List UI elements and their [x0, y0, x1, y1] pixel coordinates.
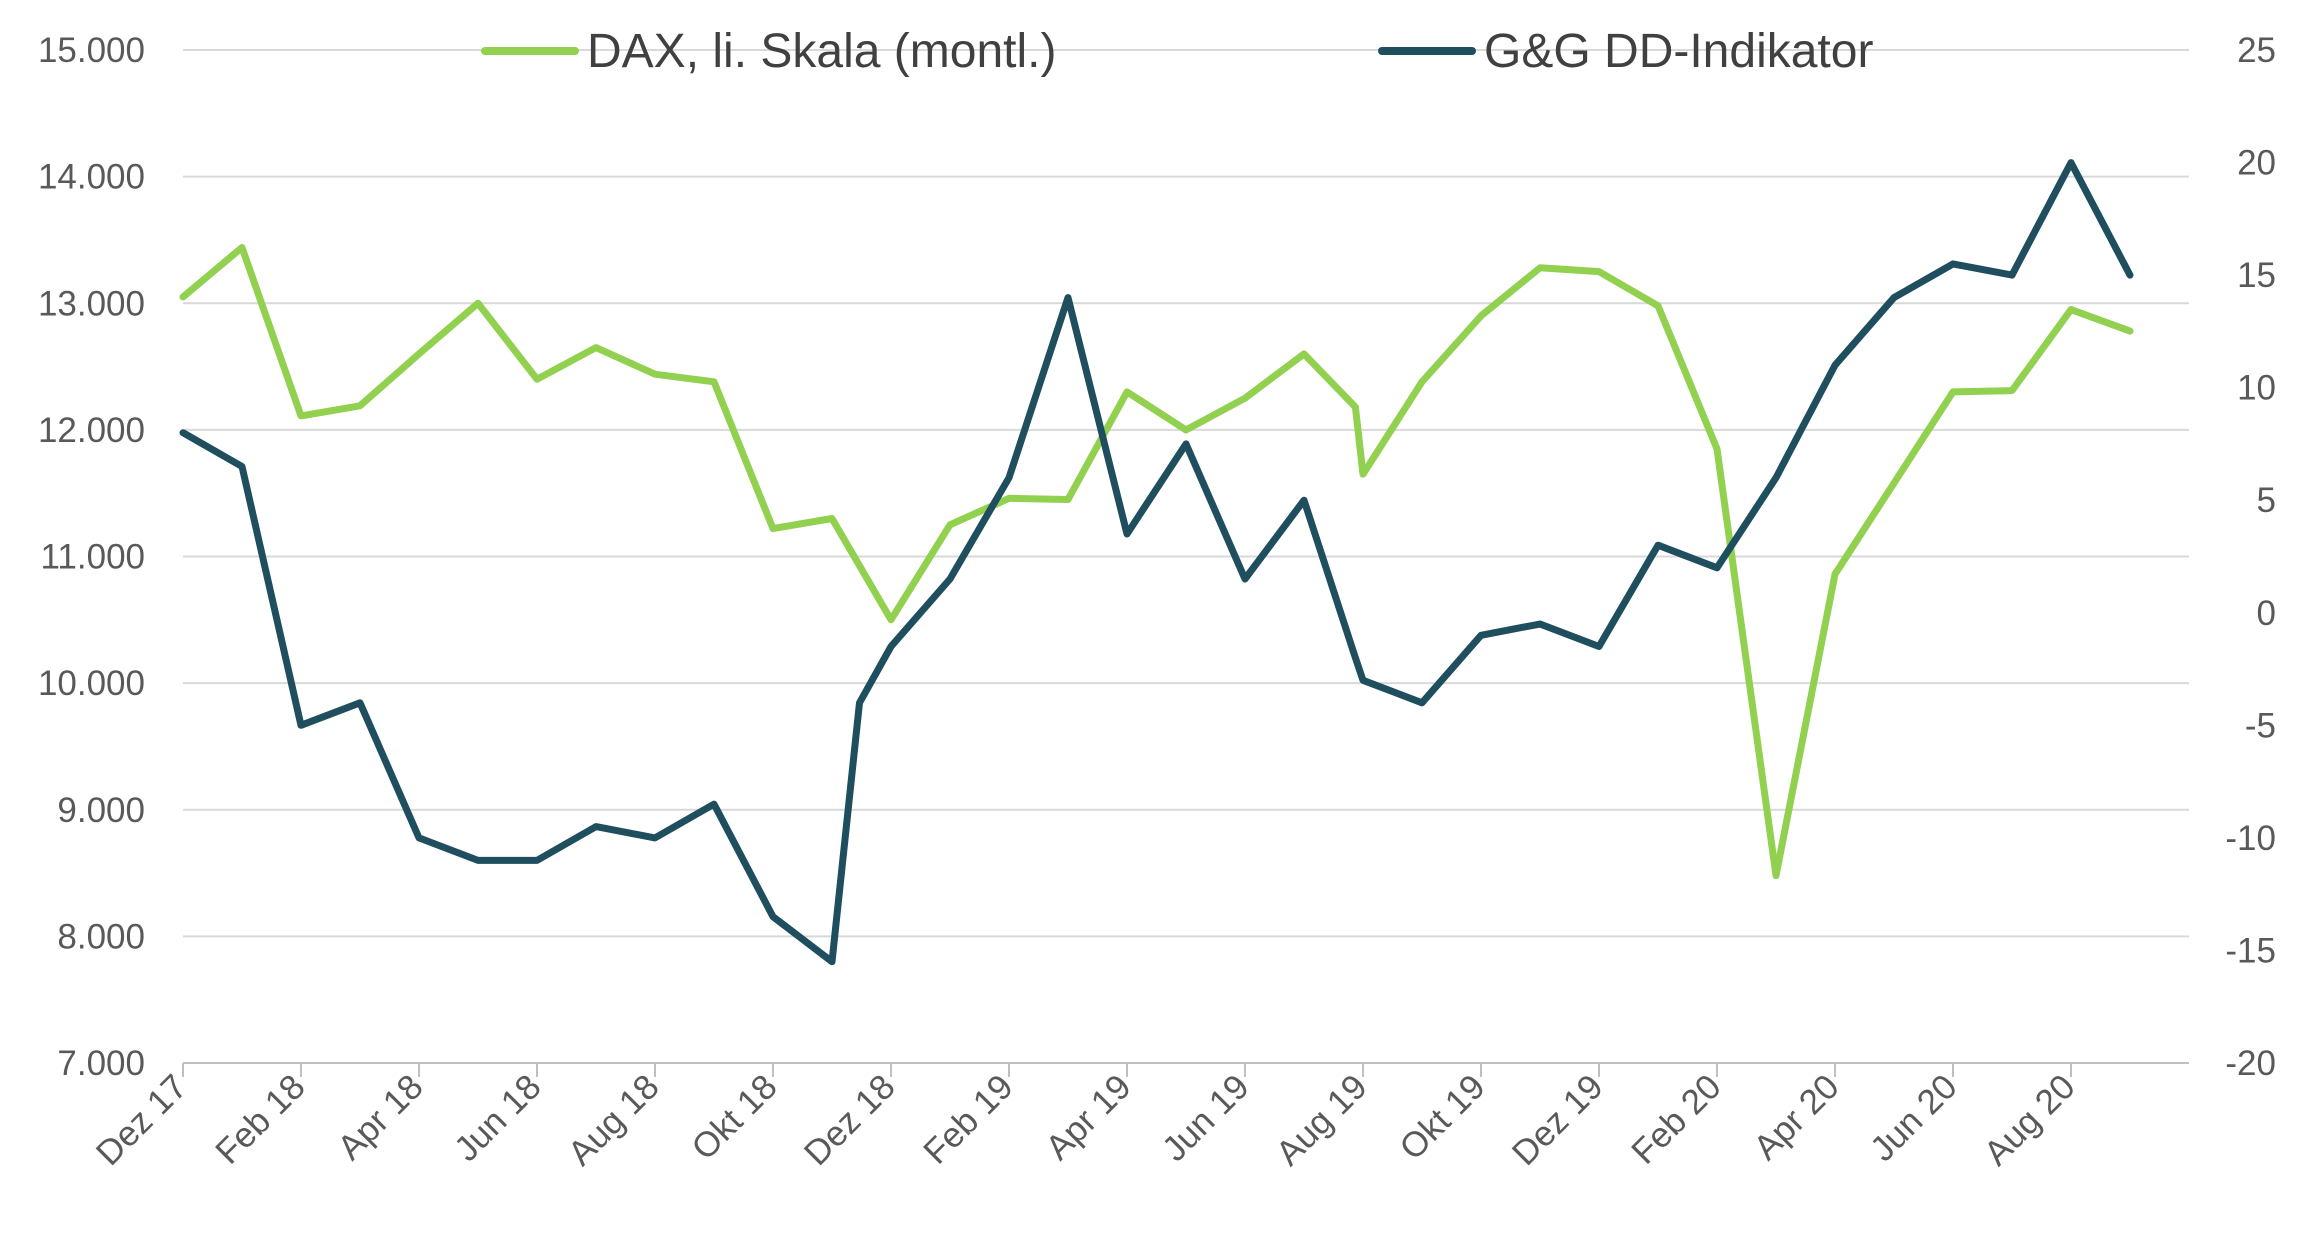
x-tick-label: Aug 19 — [1269, 1067, 1375, 1173]
x-tick-label: Jun 18 — [447, 1067, 549, 1169]
x-tick-label: Jun 19 — [1155, 1067, 1257, 1169]
right-tick-label: 0 — [2257, 594, 2276, 633]
left-tick-label: 7.000 — [57, 1044, 145, 1083]
left-tick-label: 12.000 — [38, 411, 145, 450]
x-tick-label: Feb 20 — [1624, 1067, 1729, 1172]
x-tick-label: Feb 18 — [208, 1067, 313, 1172]
legend-label: G&G DD-Indikator — [1484, 25, 1873, 78]
left-tick-label: 14.000 — [38, 158, 145, 197]
x-tick-label: Aug 20 — [1977, 1067, 2083, 1173]
x-axis: Dez 17 Feb 18 Apr 18 Jun 18 Aug 18 Okt 18 Dez … — [89, 1062, 2189, 1173]
series-lines — [179, 159, 2134, 966]
left-axis-ticks: 7.000 8.000 9.000 10.000 11.000 12.000 13.000 1… — [38, 31, 145, 1083]
x-tick-label: Apr 20 — [1746, 1067, 1846, 1167]
x-tick-label: Apr 19 — [1038, 1067, 1138, 1167]
right-tick-label: 25 — [2237, 31, 2276, 70]
dd-indicator-series-line — [179, 159, 2134, 966]
left-tick-label: 8.000 — [57, 917, 145, 956]
x-tick-label: Feb 19 — [916, 1067, 1021, 1172]
left-tick-label: 15.000 — [38, 31, 145, 70]
legend: DAX, li. Skala (montl.) G&G DD-Indikator — [481, 25, 1873, 78]
left-tick-label: 9.000 — [57, 791, 145, 830]
right-tick-label: 5 — [2257, 481, 2276, 520]
dax-series-line — [179, 244, 2134, 880]
right-tick-label: 20 — [2237, 144, 2276, 183]
left-tick-label: 13.000 — [38, 284, 145, 323]
right-tick-label: -15 — [2225, 931, 2276, 970]
x-tick-label: Dez 18 — [797, 1067, 903, 1173]
legend-label: DAX, li. Skala (montl.) — [587, 25, 1056, 78]
right-tick-label: -20 — [2225, 1044, 2276, 1083]
x-tick-label: Jun 20 — [1863, 1067, 1965, 1169]
right-tick-label: 15 — [2237, 256, 2276, 295]
x-tick-label: Dez 19 — [1505, 1067, 1611, 1173]
x-tick-label: Okt 19 — [1392, 1067, 1492, 1167]
x-tick-label: Apr 18 — [330, 1067, 430, 1167]
x-tick-label: Okt 18 — [684, 1067, 784, 1167]
right-tick-label: -5 — [2245, 706, 2276, 745]
left-tick-label: 11.000 — [41, 538, 145, 577]
x-tick-label: Aug 18 — [561, 1067, 667, 1173]
right-tick-label: -10 — [2225, 819, 2276, 858]
right-axis-ticks: -20 -15 -10 -5 0 5 10 15 20 25 — [2225, 31, 2276, 1083]
right-tick-label: 10 — [2237, 369, 2276, 408]
left-tick-label: 10.000 — [38, 664, 145, 703]
